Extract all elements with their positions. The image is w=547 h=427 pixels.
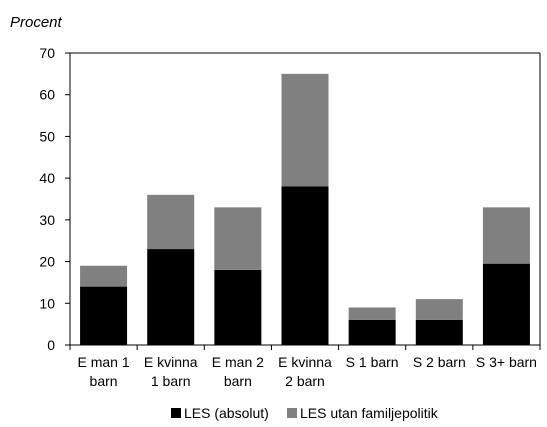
y-tick-label: 0 bbox=[47, 337, 55, 353]
y-tick-label: 70 bbox=[39, 45, 55, 61]
bar-les-absolut bbox=[348, 319, 396, 345]
bar-les-absolut bbox=[214, 269, 262, 345]
y-tick-label: 50 bbox=[39, 128, 55, 144]
x-tick-label: S 3+ barn bbox=[476, 354, 537, 370]
bar-les-utan-familjepolitik bbox=[415, 299, 463, 320]
bar-les-absolut bbox=[80, 286, 128, 345]
x-tick-label: 2 barn bbox=[285, 373, 325, 389]
x-tick-label: S 2 barn bbox=[413, 354, 466, 370]
bar-les-absolut bbox=[415, 319, 463, 345]
bar-les-absolut bbox=[482, 263, 530, 345]
bar-les-utan-familjepolitik bbox=[147, 194, 195, 250]
bar-les-utan-familjepolitik bbox=[281, 73, 329, 187]
legend-swatch bbox=[171, 408, 181, 418]
legend-label: LES (absolut) bbox=[184, 405, 269, 421]
x-tick-label: barn bbox=[90, 373, 118, 389]
bar-les-utan-familjepolitik bbox=[214, 207, 262, 270]
bar-les-absolut bbox=[147, 249, 195, 345]
x-tick-label: E man 1 bbox=[78, 354, 130, 370]
y-tick-label: 20 bbox=[39, 254, 55, 270]
bar-les-utan-familjepolitik bbox=[348, 307, 396, 320]
x-tick-label: barn bbox=[224, 373, 252, 389]
legend-swatch bbox=[287, 408, 297, 418]
y-tick-label: 40 bbox=[39, 170, 55, 186]
y-tick-label: 60 bbox=[39, 87, 55, 103]
legend-label: LES utan familjepolitik bbox=[300, 405, 439, 421]
legend: LES (absolut) LES utan familjepolitik bbox=[171, 405, 439, 421]
bar-les-utan-familjepolitik bbox=[80, 265, 128, 287]
x-tick-label: E kvinna bbox=[144, 354, 198, 370]
plot-area: 0 10 20 30 40 50 60 70 E man 1 barn E kvinna 1 barn… bbox=[39, 45, 541, 389]
x-tick-label: E man 2 bbox=[212, 354, 264, 370]
bar-les-utan-familjepolitik bbox=[482, 207, 530, 264]
bar-les-absolut bbox=[281, 186, 329, 345]
y-tick-label: 10 bbox=[39, 295, 55, 311]
y-tick-label: 30 bbox=[39, 212, 55, 228]
x-tick-label: E kvinna bbox=[278, 354, 332, 370]
y-axis-label: Procent bbox=[10, 14, 63, 31]
x-tick-label: S 1 barn bbox=[346, 354, 399, 370]
x-tick-label: 1 barn bbox=[151, 373, 191, 389]
